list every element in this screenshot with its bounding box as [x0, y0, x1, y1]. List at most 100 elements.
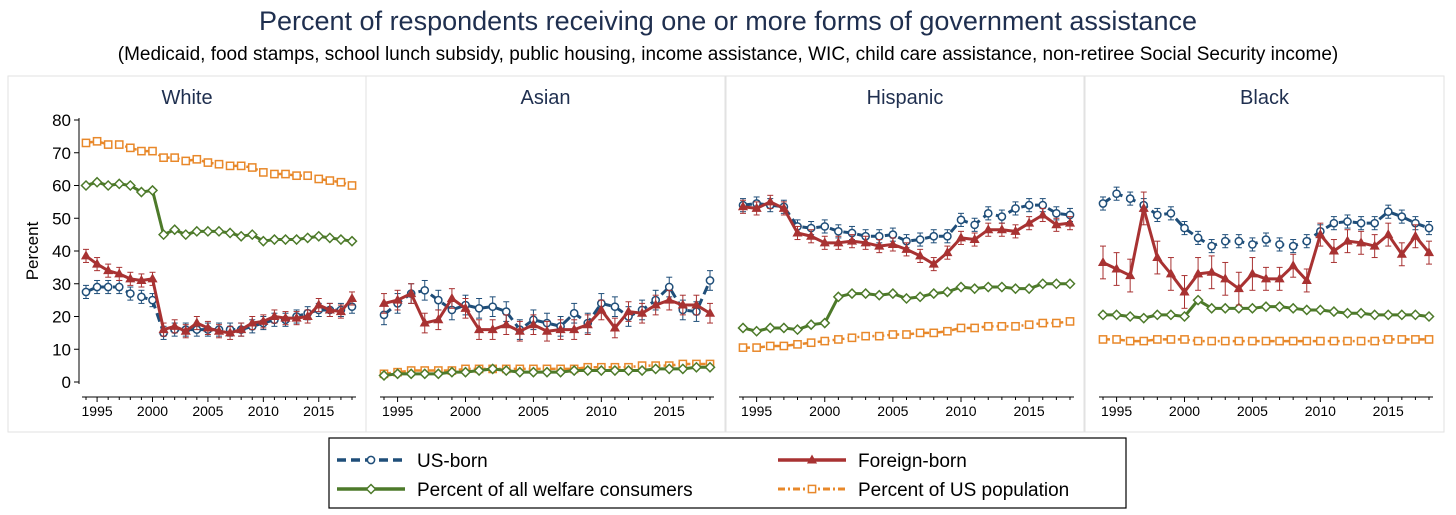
- data-point: [1328, 245, 1339, 255]
- panel-frame: [725, 75, 1085, 433]
- data-point: [268, 233, 280, 246]
- data-point: [929, 231, 939, 241]
- data-point: [663, 363, 675, 375]
- data-point: [1152, 210, 1162, 220]
- data-point: [1343, 217, 1352, 226]
- data-point: [324, 232, 336, 244]
- data-point: [915, 328, 925, 338]
- panel-title: White: [161, 87, 212, 109]
- y-tick-label: 20: [52, 308, 71, 327]
- data-point: [1233, 302, 1245, 314]
- data-point: [820, 336, 830, 346]
- data-point: [314, 174, 324, 184]
- data-point: [247, 317, 258, 327]
- y-tick-label: 70: [52, 144, 71, 163]
- data-point: [943, 326, 952, 336]
- data-point: [432, 368, 444, 380]
- data-point: [1261, 336, 1271, 346]
- panel-title: Hispanic: [867, 87, 944, 109]
- series-welfare: [737, 278, 1076, 337]
- data-point: [474, 324, 485, 334]
- data-point: [956, 323, 966, 333]
- data-point: [1064, 217, 1076, 227]
- data-point: [336, 177, 346, 187]
- data-point: [1193, 268, 1204, 278]
- data-point: [346, 292, 358, 302]
- data-point: [1024, 217, 1035, 227]
- data-point: [1166, 335, 1176, 344]
- data-point: [970, 220, 979, 230]
- data-point: [181, 156, 191, 166]
- data-point: [1301, 274, 1312, 284]
- data-point: [124, 179, 136, 192]
- legend-item-us-born: US-born: [337, 451, 488, 472]
- data-point: [247, 163, 257, 172]
- x-tick-label: 2000: [450, 403, 481, 419]
- data-point: [1098, 335, 1108, 344]
- data-point: [1112, 189, 1121, 199]
- data-point: [1165, 268, 1176, 278]
- data-point: [765, 196, 776, 206]
- data-point: [460, 302, 471, 312]
- data-point: [1328, 306, 1340, 318]
- series-welfare: [1097, 294, 1435, 324]
- data-point: [1410, 230, 1421, 240]
- data-point: [1248, 240, 1257, 249]
- series-population: [1098, 335, 1434, 346]
- data-point: [1139, 336, 1149, 346]
- data-point: [805, 319, 817, 331]
- data-point: [928, 258, 939, 268]
- data-point: [1423, 310, 1435, 323]
- data-point: [325, 176, 335, 185]
- data-point: [970, 323, 979, 333]
- data-point: [114, 282, 124, 292]
- data-point: [135, 186, 147, 198]
- legend-label: Percent of US population: [858, 480, 1069, 501]
- legend-marker: [807, 484, 817, 494]
- x-tick-label: 2000: [809, 403, 840, 419]
- data-point: [1165, 309, 1177, 321]
- data-point: [1193, 233, 1203, 243]
- x-tick-label: 2010: [1305, 403, 1336, 419]
- data-point: [997, 321, 1007, 331]
- data-point: [791, 324, 804, 336]
- data-point: [582, 364, 594, 377]
- data-point: [982, 281, 994, 293]
- data-point: [225, 327, 236, 337]
- data-point: [158, 229, 170, 241]
- data-point: [778, 322, 790, 334]
- data-point: [541, 366, 553, 378]
- data-point: [751, 325, 763, 337]
- data-point: [180, 325, 191, 335]
- x-tick-label: 2005: [1237, 403, 1268, 419]
- data-point: [501, 307, 511, 316]
- chart-title: Percent of respondents receiving one or …: [259, 6, 1197, 36]
- data-point: [392, 368, 404, 380]
- data-point: [792, 227, 803, 237]
- data-point: [1125, 270, 1136, 280]
- data-point: [514, 366, 526, 378]
- data-point: [704, 361, 716, 373]
- data-point: [1275, 336, 1284, 346]
- y-tick-label: 30: [52, 275, 71, 294]
- data-point: [1314, 304, 1326, 316]
- data-point: [860, 237, 871, 247]
- data-point: [637, 307, 648, 317]
- data-point: [419, 368, 431, 380]
- data-point: [473, 364, 485, 377]
- x-tick-label: 2000: [137, 403, 168, 419]
- data-point: [92, 258, 103, 268]
- data-point: [664, 282, 674, 292]
- data-point: [81, 138, 91, 148]
- data-point: [1178, 310, 1191, 323]
- data-point: [737, 201, 749, 211]
- data-point: [378, 297, 390, 307]
- data-point: [1424, 223, 1434, 233]
- data-point: [764, 322, 776, 334]
- data-point: [888, 330, 898, 339]
- x-tick-label: 2015: [654, 403, 685, 419]
- data-point: [1315, 229, 1326, 239]
- data-point: [302, 232, 314, 244]
- data-point: [902, 330, 911, 339]
- x-tick-label: 1995: [1101, 403, 1132, 419]
